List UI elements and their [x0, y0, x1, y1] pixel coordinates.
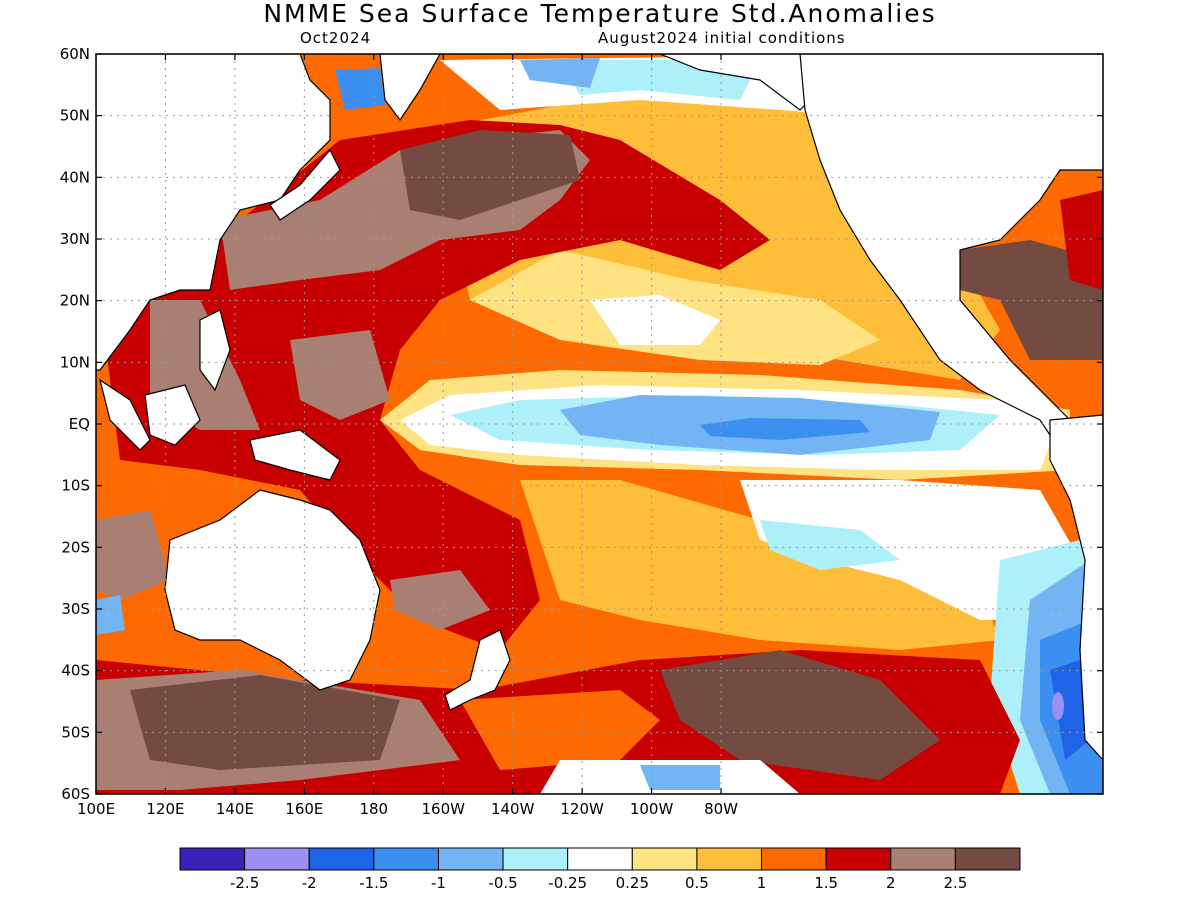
colorbar-label: -2.5 — [230, 874, 259, 892]
colorbar-label: -1 — [431, 874, 446, 892]
land-south-america — [1049, 414, 1103, 761]
field-se-violet — [1052, 692, 1064, 720]
lon-label: 160W — [422, 800, 466, 818]
field-sp-white — [740, 480, 1080, 620]
lon-label: 160E — [285, 800, 323, 818]
colorbar-label: 0.25 — [616, 874, 649, 892]
lon-label: 100E — [77, 800, 115, 818]
colorbar-swatch — [696, 847, 763, 871]
field-indian-brown — [96, 510, 170, 600]
colorbar-label: 2.5 — [943, 874, 967, 892]
land-kamchatka — [379, 54, 441, 122]
field-sp-yellow — [520, 480, 1000, 650]
colorbar-swatch — [567, 847, 633, 871]
lat-label: 60S — [61, 785, 90, 803]
lon-label: 180 — [359, 800, 388, 818]
land-australia — [164, 489, 381, 691]
lat-label: 20S — [61, 538, 90, 556]
colorbar-label: 1 — [757, 874, 767, 892]
colorbar-swatch — [308, 847, 375, 871]
lon-label: 140W — [491, 800, 535, 818]
colorbar-label: -1.5 — [359, 874, 388, 892]
field-midpac-brown — [290, 330, 390, 420]
colorbar-label: -0.25 — [548, 874, 587, 892]
lon-label: 120W — [560, 800, 604, 818]
forecast-month: Oct2024 — [300, 29, 372, 47]
colorbar-swatch — [631, 847, 698, 871]
lon-label: 100W — [630, 800, 674, 818]
field-sp-lightblue — [760, 520, 900, 570]
land-asia — [96, 54, 331, 371]
colorbar-label: 0.5 — [685, 874, 709, 892]
field-eq-blue-core — [700, 418, 870, 440]
field-southern-blue — [640, 765, 720, 790]
gridlines — [96, 54, 1103, 794]
color-scale-labels: -2.5 -2 -1.5 -1 -0.5 -0.25 0.25 0.5 1 1.5 2 2.5 — [230, 874, 967, 892]
lon-label: 120E — [146, 800, 184, 818]
map-title: NMME Sea Surface Temperature Std.Anomali… — [263, 0, 937, 28]
land-philippines — [199, 309, 231, 392]
field-southern-darkbrown-2 — [660, 650, 940, 780]
field-se-core — [1050, 660, 1090, 760]
field-caribbean-darkbrown — [960, 240, 1103, 360]
field-caribbean-red — [1060, 190, 1103, 290]
colorbar-swatch — [502, 847, 569, 871]
colorbar-label: 2 — [886, 874, 896, 892]
lat-label: 50S — [61, 723, 90, 741]
colorbar-label: -0.5 — [488, 874, 517, 892]
lat-label: 40S — [61, 662, 90, 680]
colorbar-swatch — [244, 847, 310, 871]
land-north-america — [799, 54, 1103, 541]
colorbar-swatch — [179, 847, 246, 871]
field-nw-darkbrown — [400, 130, 580, 220]
colorbar-swatch — [890, 847, 956, 871]
lon-label: 140E — [216, 800, 254, 818]
field-npac-north-blue — [520, 58, 600, 88]
field-japan-blue — [335, 68, 385, 110]
colorbar-label: 1.5 — [814, 874, 838, 892]
field-indian-blue — [96, 595, 125, 635]
lat-label: 10S — [61, 477, 90, 495]
colorbar-label: -2 — [302, 874, 317, 892]
lat-label: 30S — [61, 600, 90, 618]
longitude-axis: 100E 120E 140E 160E 180 160W 140W 120W 100W 80W — [77, 54, 738, 818]
lat-label: 40N — [60, 168, 90, 186]
lat-label: 20N — [60, 292, 90, 310]
field-southern-darkbrown-1 — [130, 675, 400, 770]
colorbar-swatch — [373, 847, 439, 871]
latitude-axis: 60N 50N 40N 30N 20N 10N EQ 10S 20S 30S 40S 50S 60S — [60, 45, 1103, 803]
land — [96, 54, 1103, 794]
initial-conditions: August2024 initial conditions — [598, 29, 846, 47]
field-southern-orange — [460, 690, 660, 770]
land-new-guinea — [249, 429, 341, 481]
lat-label: 60N — [60, 45, 90, 63]
land-japan — [269, 148, 341, 221]
lat-label: EQ — [69, 415, 90, 433]
lat-label: 50N — [60, 107, 90, 125]
field-np-white — [590, 295, 720, 345]
colorbar-swatch — [954, 847, 1021, 871]
colorbar-swatch — [761, 847, 827, 871]
land-new-zealand — [444, 629, 511, 711]
lon-label: 80W — [704, 800, 738, 818]
colorbar-swatch — [825, 847, 892, 871]
lat-label: 10N — [60, 353, 90, 371]
colorbar-swatch — [437, 847, 504, 871]
field-tasman-brown — [390, 570, 490, 630]
land-alaska — [659, 54, 821, 111]
land-sumatra — [99, 378, 151, 451]
land-borneo — [144, 384, 201, 446]
lat-label: 30N — [60, 230, 90, 248]
color-scale-bar — [179, 847, 1021, 871]
anomaly-field — [96, 54, 1103, 794]
